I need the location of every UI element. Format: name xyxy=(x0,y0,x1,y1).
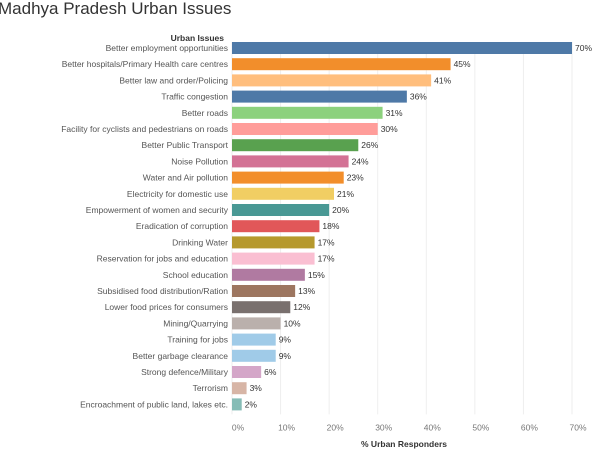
x-tick-label: 0% xyxy=(232,422,245,432)
data-label: 17% xyxy=(318,237,335,247)
category-label: Terrorism xyxy=(193,383,228,393)
category-label: Traffic congestion xyxy=(161,92,228,102)
bar[interactable] xyxy=(232,171,344,184)
bar[interactable] xyxy=(232,90,407,103)
bar[interactable] xyxy=(232,317,281,330)
data-label: 10% xyxy=(284,318,301,328)
row-header: Urban Issues xyxy=(171,33,225,43)
bar[interactable] xyxy=(232,42,572,54)
x-tick-label: 50% xyxy=(472,422,489,432)
data-label: 31% xyxy=(386,108,403,118)
bar[interactable] xyxy=(232,74,432,87)
x-axis-label: % Urban Responders xyxy=(361,439,447,449)
x-tick-label: 10% xyxy=(278,422,295,432)
category-label: Mining/Quarrying xyxy=(163,318,228,328)
bar[interactable] xyxy=(232,236,315,249)
category-label: Lower food prices for consumers xyxy=(105,302,228,312)
data-label: 41% xyxy=(434,75,451,85)
data-label: 15% xyxy=(308,270,325,280)
data-label: 24% xyxy=(352,156,369,166)
bar[interactable] xyxy=(232,301,291,314)
data-label: 18% xyxy=(322,221,339,231)
category-label: Better roads xyxy=(182,108,228,118)
category-label: Better garbage clearance xyxy=(133,351,229,361)
chart-title: Madhya Pradesh Urban Issues xyxy=(0,0,231,18)
bar[interactable] xyxy=(232,58,451,71)
category-label: Better law and order/Policing xyxy=(119,75,228,85)
x-tick-label: 40% xyxy=(424,422,441,432)
category-label: Electricity for domestic use xyxy=(127,189,228,199)
category-label: Training for jobs xyxy=(167,335,228,345)
bar[interactable] xyxy=(232,285,296,297)
data-label: 23% xyxy=(347,173,364,183)
category-label: Drinking Water xyxy=(172,237,228,247)
category-label: Encroachment of public land, lakes etc. xyxy=(80,399,228,409)
x-tick-label: 60% xyxy=(521,422,538,432)
bar[interactable] xyxy=(232,106,383,119)
bar[interactable] xyxy=(232,333,276,346)
x-tick-label: 20% xyxy=(327,422,344,432)
bar[interactable] xyxy=(232,382,247,395)
data-label: 26% xyxy=(361,140,378,150)
data-label: 12% xyxy=(293,302,310,312)
category-label: Reservation for jobs and education xyxy=(97,254,229,264)
data-label: 17% xyxy=(318,254,335,264)
data-label: 9% xyxy=(279,335,292,345)
category-label: Noise Pollution xyxy=(171,156,228,166)
x-tick-label: 30% xyxy=(375,422,392,432)
data-label: 36% xyxy=(410,92,427,102)
category-label: Facility for cyclists and pedestrians on… xyxy=(61,124,228,134)
category-label: Better hospitals/Primary Health care cen… xyxy=(62,59,228,69)
bar[interactable] xyxy=(232,268,305,281)
data-label: 13% xyxy=(298,286,315,296)
category-label: Better employment opportunities xyxy=(106,43,228,53)
category-label: Subsidised food distribution/Ration xyxy=(97,286,228,296)
data-label: 20% xyxy=(332,205,349,215)
bar[interactable] xyxy=(232,349,276,362)
bar[interactable] xyxy=(232,252,315,265)
bar[interactable] xyxy=(232,139,359,152)
bar[interactable] xyxy=(232,398,242,411)
category-label: Eradication of corruption xyxy=(136,221,228,231)
data-label: 6% xyxy=(264,367,277,377)
data-label: 70% xyxy=(575,43,592,53)
category-label: Water and Air pollution xyxy=(143,173,228,183)
category-label: Better Public Transport xyxy=(142,140,229,150)
x-tick-label: 70% xyxy=(569,422,586,432)
bar[interactable] xyxy=(232,366,262,378)
data-label: 45% xyxy=(454,59,471,69)
bar[interactable] xyxy=(232,155,349,168)
data-label: 2% xyxy=(245,399,258,409)
bar[interactable] xyxy=(232,187,334,200)
data-label: 9% xyxy=(279,351,292,361)
bar[interactable] xyxy=(232,204,330,216)
bar[interactable] xyxy=(232,123,378,135)
category-label: School education xyxy=(163,270,228,280)
category-label: Empowerment of women and security xyxy=(86,205,229,215)
data-label: 3% xyxy=(250,383,263,393)
data-label: 21% xyxy=(337,189,354,199)
category-label: Strong defence/Military xyxy=(141,367,229,377)
data-label: 30% xyxy=(381,124,398,134)
bar[interactable] xyxy=(232,220,320,233)
